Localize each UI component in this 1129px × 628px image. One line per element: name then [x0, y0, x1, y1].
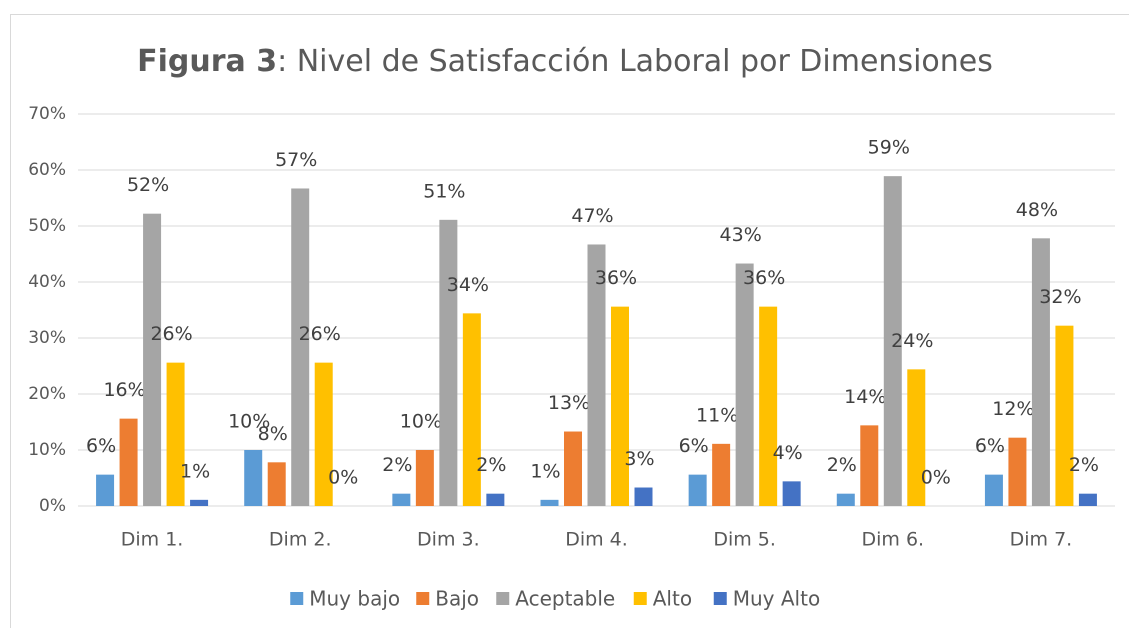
bar: [611, 306, 629, 506]
value-label: 43%: [720, 224, 762, 246]
bar: [1008, 437, 1027, 506]
bar: [759, 306, 778, 506]
x-tick-label: Dim 1.: [121, 529, 184, 551]
value-label: 10%: [400, 411, 442, 433]
legend-label: Alto: [653, 587, 692, 611]
bar: [712, 443, 731, 506]
bar: [166, 362, 185, 506]
legend-label: Bajo: [435, 587, 479, 611]
value-label: 1%: [530, 460, 560, 482]
value-label: 2%: [1069, 454, 1099, 476]
legend-swatch: [713, 592, 727, 605]
bar: [244, 450, 263, 506]
value-label: 36%: [595, 267, 637, 289]
legend-label: Aceptable: [515, 587, 615, 611]
value-label: 24%: [891, 330, 933, 352]
value-label: 11%: [696, 404, 738, 426]
bar: [314, 362, 333, 506]
x-tick-label: Dim 5.: [713, 529, 776, 551]
value-label: 13%: [548, 392, 590, 414]
bar: [190, 499, 209, 506]
y-tick-label: 10%: [28, 440, 66, 460]
bar: [392, 493, 411, 506]
title-text: : Nivel de Satisfacción Laboral por Dime…: [277, 44, 993, 79]
bar: [907, 369, 926, 506]
bar: [836, 493, 855, 506]
bar: [1078, 493, 1097, 506]
chart-border: [10, 14, 1129, 628]
value-label: 57%: [275, 149, 317, 171]
bar: [564, 431, 582, 506]
value-label: 6%: [975, 435, 1005, 457]
x-tick-label: Dim 4.: [565, 529, 628, 551]
x-tick-label: Dim 3.: [417, 529, 480, 551]
y-tick-label: 60%: [28, 160, 66, 180]
bar: [486, 493, 505, 506]
value-label: 51%: [423, 180, 465, 202]
value-label: 10%: [228, 411, 270, 433]
value-label: 59%: [868, 137, 910, 159]
value-label: 52%: [127, 174, 169, 196]
legend-swatch: [416, 592, 430, 605]
title-prefix: Figura 3: [137, 44, 277, 79]
bar: [634, 487, 653, 506]
bar: [1055, 325, 1074, 506]
x-tick-label: Dim 6.: [861, 529, 924, 551]
value-label: 36%: [743, 267, 785, 289]
bar: [883, 176, 902, 506]
bar: [119, 418, 138, 506]
y-tick-label: 50%: [28, 216, 66, 236]
value-label: 26%: [150, 323, 192, 345]
bar: [540, 499, 559, 506]
bar: [782, 481, 801, 506]
bar: [735, 263, 754, 506]
bar: [984, 474, 1003, 506]
value-label: 2%: [382, 454, 412, 476]
value-label: 16%: [103, 379, 145, 401]
value-label: 6%: [679, 435, 709, 457]
legend-swatch: [496, 592, 510, 605]
bar: [1031, 238, 1050, 506]
legend-label: Muy Alto: [733, 587, 820, 611]
value-label: 34%: [447, 274, 489, 296]
value-label: 2%: [476, 454, 506, 476]
value-label: 4%: [773, 442, 803, 464]
bar: [415, 450, 434, 506]
bar: [96, 474, 115, 506]
value-label: 3%: [624, 448, 654, 470]
bar: [587, 244, 606, 507]
value-label: 14%: [844, 386, 886, 408]
bar: [462, 313, 481, 506]
value-label: 48%: [1016, 199, 1058, 221]
bar: [291, 188, 310, 507]
y-tick-label: 30%: [28, 328, 66, 348]
x-tick-label: Dim 7.: [1010, 529, 1073, 551]
value-label: 12%: [992, 398, 1034, 420]
value-label: 47%: [571, 205, 613, 227]
legend-swatch: [633, 592, 647, 605]
legend-label: Muy bajo: [309, 587, 400, 611]
bar: [688, 474, 707, 506]
x-tick-label: Dim 2.: [269, 529, 332, 551]
y-tick-label: 20%: [28, 384, 66, 404]
value-label: 0%: [328, 467, 358, 489]
value-label: 1%: [180, 460, 210, 482]
value-label: 32%: [1039, 286, 1081, 308]
value-label: 2%: [827, 454, 857, 476]
y-tick-label: 40%: [28, 272, 66, 292]
y-tick-label: 0%: [39, 496, 66, 516]
chart-title: Figura 3: Nivel de Satisfacción Laboral …: [137, 44, 993, 79]
legend-swatch: [290, 592, 304, 605]
bar: [267, 462, 286, 506]
value-label: 26%: [299, 323, 341, 345]
y-tick-label: 70%: [28, 104, 66, 124]
bar: [439, 219, 458, 506]
bar: [143, 213, 162, 506]
value-label: 8%: [258, 423, 288, 445]
bar: [860, 425, 879, 506]
value-label: 0%: [921, 467, 951, 489]
value-label: 6%: [86, 435, 116, 457]
